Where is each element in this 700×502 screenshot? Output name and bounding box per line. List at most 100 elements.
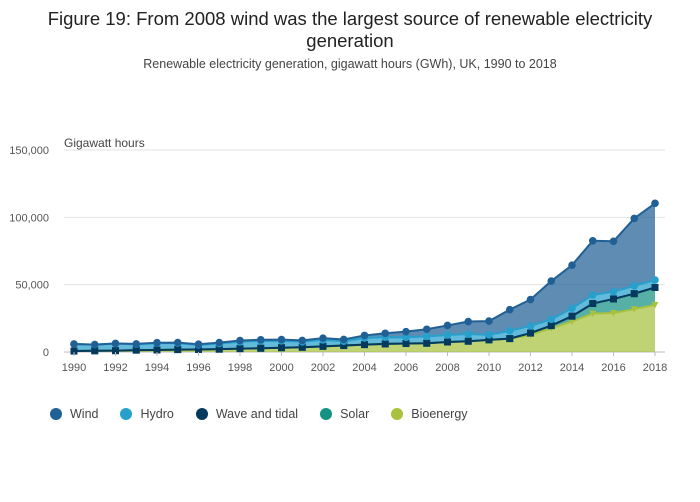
marker-wave-and-tidal <box>547 322 555 330</box>
x-tick-label: 2002 <box>311 362 335 374</box>
marker-wind <box>215 338 224 347</box>
marker-wind <box>485 317 493 325</box>
marker-wind <box>443 321 452 330</box>
marker-wave-and-tidal <box>527 329 534 337</box>
marker-hydro <box>630 281 639 290</box>
marker-wave-and-tidal <box>381 340 389 348</box>
marker-wave-and-tidal <box>195 345 202 353</box>
legend-label: Wind <box>70 407 99 421</box>
area-chart: Gigawatt hours 0 50,000 100,000 150,000 1990… <box>9 136 667 374</box>
marker-wave-and-tidal <box>423 339 431 347</box>
marker-wave-and-tidal <box>610 295 617 303</box>
marker-wave-and-tidal <box>298 343 306 351</box>
marker-wind <box>588 236 597 245</box>
marker-bioenergy <box>589 310 597 318</box>
marker-hydro <box>651 276 659 284</box>
marker-wave-and-tidal <box>340 342 348 350</box>
axes: Gigawatt hours 0 50,000 100,000 150,000 1990… <box>9 136 667 374</box>
marker-wind <box>339 335 348 344</box>
y-axis-label: Gigawatt hours <box>64 136 145 150</box>
marker-wind <box>422 325 431 334</box>
marker-wave-and-tidal <box>506 335 514 343</box>
chart-title: Figure 19: From 2008 wind was the larges… <box>47 8 653 51</box>
marker-wave-and-tidal <box>215 345 223 353</box>
legend-item-solar[interactable]: Solar <box>320 407 369 421</box>
marker-wind <box>277 335 286 344</box>
marker-wind <box>194 340 203 348</box>
marker-hydro <box>422 332 431 341</box>
x-tick-label: 2018 <box>643 362 667 374</box>
marker-wave-and-tidal <box>444 338 451 346</box>
marker-hydro <box>485 331 493 339</box>
marker-wave-and-tidal <box>257 344 265 352</box>
marker-wave-and-tidal <box>402 340 410 348</box>
marker-hydro <box>464 330 473 338</box>
legend-item-wave-and-tidal[interactable]: Wave and tidal <box>195 407 299 421</box>
marker-wave-and-tidal <box>278 344 285 352</box>
x-tick-label: 2014 <box>560 362 584 374</box>
marker-wind <box>111 339 120 348</box>
series-areas <box>74 203 655 352</box>
marker-hydro <box>568 304 576 313</box>
marker-wave-and-tidal <box>132 346 140 354</box>
marker-wind <box>173 338 182 347</box>
x-tick-label: 1994 <box>145 362 169 374</box>
marker-wind <box>568 261 576 269</box>
solar-swatch-icon <box>320 408 333 420</box>
marker-bioenergy <box>610 309 617 317</box>
hydro-swatch-icon <box>120 408 133 420</box>
marker-wave-and-tidal <box>485 336 493 344</box>
marker-bioenergy <box>651 301 659 309</box>
legend-label: Solar <box>340 407 370 421</box>
marker-wind <box>505 305 514 314</box>
marker-hydro <box>588 291 597 299</box>
x-tick-label: 1990 <box>62 362 86 374</box>
marker-wind <box>90 340 99 349</box>
legend-label: Bioenergy <box>411 407 468 421</box>
marker-bioenergy <box>568 318 576 326</box>
marker-wave-and-tidal <box>361 341 368 349</box>
marker-wind <box>381 329 390 338</box>
x-tick-label: 1992 <box>103 362 127 374</box>
marker-wind <box>609 237 618 246</box>
marker-hydro <box>505 326 514 335</box>
marker-wind <box>526 295 535 304</box>
marker-wave-and-tidal <box>464 337 472 345</box>
marker-wind <box>153 338 161 347</box>
marker-hydro <box>443 331 452 339</box>
y-tick-label: 50,000 <box>15 280 49 292</box>
legend-item-wind[interactable]: Wind <box>50 407 98 421</box>
marker-wave-and-tidal <box>630 290 638 298</box>
marker-wind <box>70 340 78 348</box>
marker-wind <box>464 317 473 326</box>
marker-wind <box>547 277 556 285</box>
y-tick-label: 150,000 <box>9 145 49 157</box>
marker-hydro <box>402 333 410 342</box>
chart-subtitle: Renewable electricity generation, gigawa… <box>143 57 557 71</box>
x-tick-label: 2004 <box>352 362 376 374</box>
legend-label: Hydro <box>140 407 174 421</box>
y-tick-label: 100,000 <box>9 212 49 224</box>
x-tick-label: 2006 <box>394 362 418 374</box>
legend: Wind Hydro Wave and tidal Solar Bioenerg… <box>50 407 490 421</box>
legend-label: Wave and tidal <box>215 407 299 421</box>
marker-wave-and-tidal <box>153 346 161 354</box>
marker-wind <box>630 214 639 223</box>
y-tick-label: 0 <box>43 347 49 359</box>
marker-hydro <box>526 322 535 330</box>
bioenergy-swatch-icon <box>391 408 404 420</box>
marker-wind <box>256 335 265 344</box>
marker-wind <box>298 336 307 345</box>
legend-item-hydro[interactable]: Hydro <box>120 407 174 421</box>
marker-wind <box>236 336 244 345</box>
wind-swatch-icon <box>50 408 62 420</box>
marker-hydro <box>547 315 556 324</box>
marker-wind <box>319 334 327 342</box>
x-tick-label: 2008 <box>435 362 459 374</box>
marker-wave-and-tidal <box>174 346 182 354</box>
wave-and-tidal-swatch-icon <box>195 408 208 420</box>
marker-wave-and-tidal <box>70 347 78 355</box>
legend-item-bioenergy[interactable]: Bioenergy <box>391 407 468 421</box>
x-tick-label: 1996 <box>186 362 210 374</box>
marker-hydro <box>609 287 618 296</box>
